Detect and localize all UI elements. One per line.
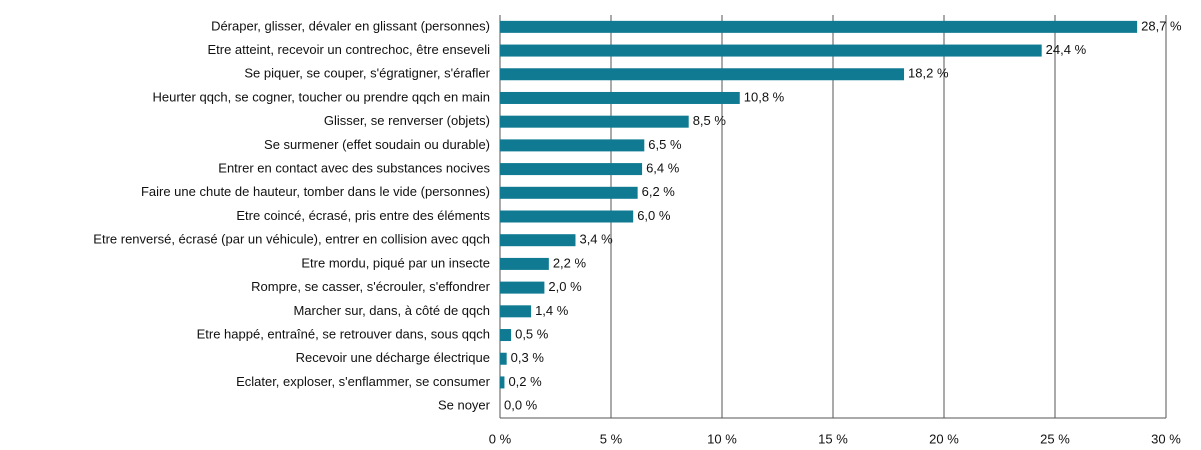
bar — [500, 68, 905, 81]
data-label: 6,0 % — [637, 208, 671, 223]
category-label: Faire une chute de hauteur, tomber dans … — [141, 184, 490, 199]
bar — [500, 352, 507, 365]
bar — [500, 115, 689, 128]
data-label: 8,5 % — [693, 113, 727, 128]
category-label: Etre renversé, écrasé (par un véhicule),… — [93, 232, 490, 247]
data-label: 0,5 % — [515, 326, 549, 341]
data-label: 6,5 % — [648, 137, 682, 152]
data-label: 6,4 % — [646, 161, 680, 176]
data-label: 18,2 % — [908, 66, 949, 81]
x-tick-label: 20 % — [929, 431, 959, 446]
x-tick-label: 15 % — [818, 431, 848, 446]
data-label: 3,4 % — [579, 232, 613, 247]
x-tick-label: 30 % — [1151, 431, 1181, 446]
bar — [500, 139, 645, 152]
category-label: Entrer en contact avec des substances no… — [218, 161, 490, 176]
x-tick-label: 0 % — [489, 431, 512, 446]
category-label: Eclater, exploser, s'enflammer, se consu… — [236, 374, 491, 389]
category-label: Se noyer — [438, 398, 491, 413]
category-label: Etre atteint, recevoir un contrechoc, êt… — [207, 42, 490, 57]
category-label: Etre mordu, piqué par un insecte — [301, 255, 490, 270]
data-label: 0,2 % — [508, 374, 542, 389]
data-label: 0,3 % — [511, 350, 545, 365]
x-tick-label: 10 % — [707, 431, 737, 446]
data-label: 10,8 % — [744, 89, 785, 104]
data-label: 1,4 % — [535, 303, 569, 318]
bar — [500, 44, 1042, 57]
bar — [500, 281, 545, 294]
category-label: Rompre, se casser, s'écrouler, s'effondr… — [251, 279, 491, 294]
data-label: 6,2 % — [642, 184, 676, 199]
category-label: Déraper, glisser, dévaler en glissant (p… — [211, 18, 490, 33]
bar — [500, 20, 1138, 33]
data-label: 24,4 % — [1046, 42, 1087, 57]
bar — [500, 163, 643, 176]
data-label: 0,0 % — [504, 398, 538, 413]
bar — [500, 329, 512, 342]
x-tick-label: 5 % — [600, 431, 623, 446]
category-label: Etre coincé, écrasé, pris entre des élém… — [236, 208, 490, 223]
bar — [500, 305, 532, 318]
x-tick-label: 25 % — [1040, 431, 1070, 446]
bar — [500, 234, 576, 247]
category-label: Marcher sur, dans, à côté de qqch — [293, 303, 490, 318]
category-label: Heurter qqch, se cogner, toucher ou pren… — [153, 89, 491, 104]
bar — [500, 210, 634, 223]
category-label: Se surmener (effet soudain ou durable) — [264, 137, 490, 152]
bar — [500, 186, 638, 199]
data-label: 2,2 % — [553, 255, 587, 270]
data-label: 2,0 % — [548, 279, 582, 294]
bar — [500, 91, 740, 104]
bar — [500, 376, 505, 389]
category-label: Etre happé, entraîné, se retrouver dans,… — [197, 326, 490, 341]
category-label: Recevoir une décharge électrique — [296, 350, 490, 365]
category-label: Se piquer, se couper, s'égratigner, s'ér… — [244, 66, 490, 81]
category-label: Glisser, se renverser (objets) — [324, 113, 490, 128]
bar — [500, 257, 549, 270]
data-label: 28,7 % — [1141, 18, 1182, 33]
